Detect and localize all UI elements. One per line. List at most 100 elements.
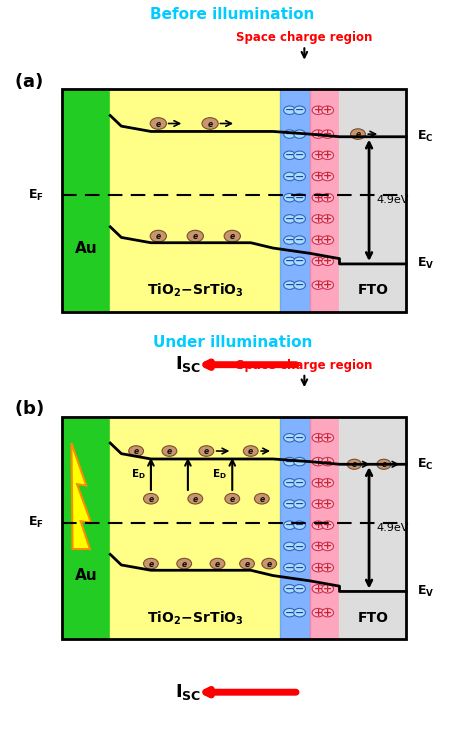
Circle shape xyxy=(188,493,203,504)
Bar xyxy=(62,417,110,639)
Circle shape xyxy=(312,542,324,551)
Text: FTO: FTO xyxy=(357,283,388,297)
Text: −: − xyxy=(295,171,304,182)
Text: +: + xyxy=(313,499,323,509)
Text: +: + xyxy=(323,433,332,443)
Circle shape xyxy=(312,194,324,202)
Text: +: + xyxy=(323,256,332,266)
Circle shape xyxy=(312,521,324,529)
Circle shape xyxy=(312,478,324,487)
Text: $\mathbf{I_{SC}}$: $\mathbf{I_{SC}}$ xyxy=(175,354,201,375)
Circle shape xyxy=(322,521,334,529)
Text: e: e xyxy=(193,232,198,241)
Text: −: − xyxy=(285,193,294,202)
Circle shape xyxy=(322,151,334,160)
Circle shape xyxy=(210,559,225,569)
Text: −: − xyxy=(285,105,294,116)
Text: +: + xyxy=(313,235,323,245)
Circle shape xyxy=(293,257,305,266)
Text: $\mathbf{E_F}$: $\mathbf{E_F}$ xyxy=(28,515,44,530)
Circle shape xyxy=(293,172,305,181)
Bar xyxy=(62,417,406,639)
Circle shape xyxy=(312,584,324,593)
Text: e: e xyxy=(230,495,235,503)
Text: $\mathbf{E_D}$: $\mathbf{E_D}$ xyxy=(212,467,227,481)
Circle shape xyxy=(293,215,305,223)
Circle shape xyxy=(312,172,324,181)
Text: $\mathbf{E_V}$: $\mathbf{E_V}$ xyxy=(417,256,435,272)
Text: +: + xyxy=(313,129,323,139)
Text: +: + xyxy=(323,520,332,530)
Text: −: − xyxy=(295,520,304,530)
Circle shape xyxy=(322,563,334,572)
Circle shape xyxy=(322,215,334,223)
Circle shape xyxy=(293,500,305,509)
Circle shape xyxy=(322,584,334,593)
Circle shape xyxy=(312,106,324,115)
Text: $\mathbf{(b)}$: $\mathbf{(b)}$ xyxy=(14,398,44,418)
Text: −: − xyxy=(295,542,304,551)
Text: FTO: FTO xyxy=(357,611,388,625)
Text: −: − xyxy=(285,562,294,573)
Circle shape xyxy=(177,559,191,569)
Circle shape xyxy=(322,281,334,289)
Circle shape xyxy=(150,230,166,242)
Text: 4.9eV: 4.9eV xyxy=(376,523,409,533)
Text: −: − xyxy=(285,433,294,443)
Text: e: e xyxy=(267,559,272,569)
Text: −: − xyxy=(295,584,304,594)
Circle shape xyxy=(322,194,334,202)
Text: +: + xyxy=(323,542,332,551)
Text: e: e xyxy=(215,559,220,569)
Circle shape xyxy=(312,257,324,266)
Text: Au: Au xyxy=(75,568,98,583)
Text: −: − xyxy=(285,256,294,266)
Text: −: − xyxy=(285,608,294,618)
Circle shape xyxy=(293,542,305,551)
Text: −: − xyxy=(285,456,294,467)
Text: −: − xyxy=(295,456,304,467)
Text: +: + xyxy=(313,520,323,530)
Circle shape xyxy=(293,478,305,487)
Circle shape xyxy=(322,106,334,115)
Text: $\mathbf{E_V}$: $\mathbf{E_V}$ xyxy=(417,584,435,599)
Text: −: − xyxy=(285,171,294,182)
Circle shape xyxy=(283,584,295,593)
Text: −: − xyxy=(295,105,304,116)
Circle shape xyxy=(144,493,158,504)
Text: −: − xyxy=(285,150,294,160)
Text: $\mathbf{E_D}$: $\mathbf{E_D}$ xyxy=(130,467,146,481)
Text: −: − xyxy=(295,562,304,573)
Circle shape xyxy=(283,521,295,529)
Text: +: + xyxy=(323,129,332,139)
Text: +: + xyxy=(323,150,332,160)
Circle shape xyxy=(293,106,305,115)
Text: +: + xyxy=(313,150,323,160)
Bar xyxy=(62,89,110,311)
Text: −: − xyxy=(285,499,294,509)
Circle shape xyxy=(293,151,305,160)
Circle shape xyxy=(293,130,305,138)
Circle shape xyxy=(283,194,295,202)
Circle shape xyxy=(322,172,334,181)
Bar xyxy=(62,89,406,311)
Text: −: − xyxy=(295,235,304,245)
Text: −: − xyxy=(295,478,304,488)
Bar xyxy=(110,417,280,639)
Text: $\mathbf{TiO_2\!-\!SrTiO_3}$: $\mathbf{TiO_2\!-\!SrTiO_3}$ xyxy=(147,282,244,299)
Circle shape xyxy=(293,563,305,572)
Circle shape xyxy=(283,500,295,509)
Circle shape xyxy=(312,609,324,617)
Text: −: − xyxy=(285,584,294,594)
Circle shape xyxy=(150,118,166,130)
Text: +: + xyxy=(313,433,323,443)
Circle shape xyxy=(293,194,305,202)
Bar xyxy=(310,417,339,639)
Text: e: e xyxy=(134,447,139,456)
Text: Before illumination: Before illumination xyxy=(150,7,314,22)
Text: $\mathbf{E_C}$: $\mathbf{E_C}$ xyxy=(417,457,434,472)
Text: +: + xyxy=(313,280,323,290)
Circle shape xyxy=(322,457,334,466)
Circle shape xyxy=(293,584,305,593)
Circle shape xyxy=(283,434,295,442)
